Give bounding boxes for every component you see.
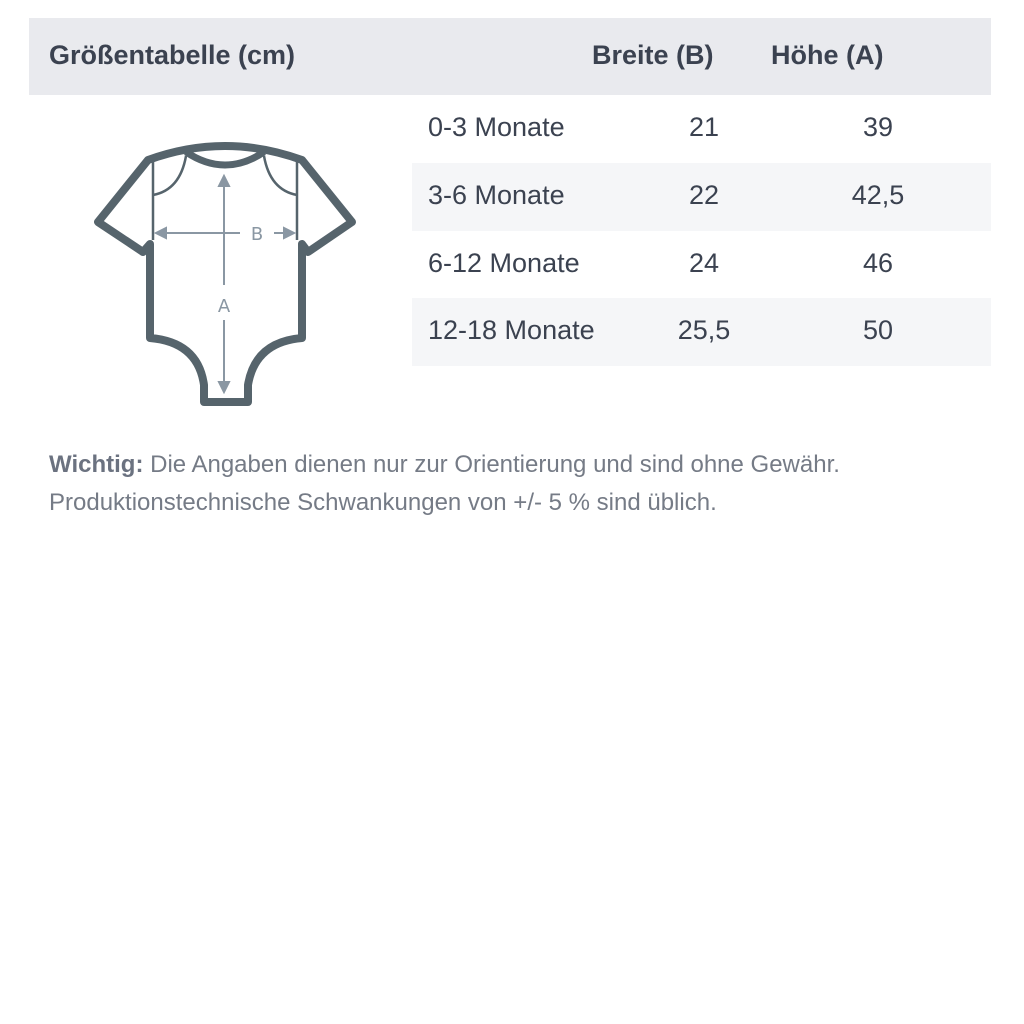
width-cell: 25,5 [677, 315, 731, 345]
table-header: Größentabelle (cm) Breite (B) Höhe (A) [29, 18, 991, 95]
width-cell: 24 [688, 248, 720, 278]
table-title: Größentabelle (cm) [49, 40, 296, 70]
table-row: 3-6 Monate 22 42,5 [412, 163, 991, 231]
label-a: A [218, 296, 231, 317]
label-b: B [251, 224, 263, 245]
table-row: 12-18 Monate 25,5 50 [412, 298, 991, 366]
disclaimer-note: Wichtig: Die Angaben dienen nur zur Orie… [49, 446, 840, 522]
size-cell: 6-12 Monate [428, 248, 580, 278]
height-cell: 39 [862, 112, 894, 142]
note-label: Wichtig: [49, 451, 144, 478]
column-header-height: Höhe (A) [771, 40, 884, 70]
size-cell: 3-6 Monate [428, 180, 565, 210]
column-header-width: Breite (B) [592, 40, 714, 70]
height-cell: 46 [862, 248, 894, 278]
note-line-2: Produktionstechnische Schwankungen von +… [49, 489, 717, 516]
height-cell: 50 [862, 315, 894, 345]
table-row: 6-12 Monate 24 46 [412, 231, 991, 299]
width-cell: 22 [688, 180, 720, 210]
baby-bodysuit-icon: B A [94, 142, 356, 406]
height-cell: 42,5 [851, 180, 905, 210]
width-cell: 21 [688, 112, 720, 142]
table-row: 0-3 Monate 21 39 [412, 95, 991, 163]
note-line-1: Die Angaben dienen nur zur Orientierung … [143, 451, 840, 478]
size-cell: 0-3 Monate [428, 112, 565, 142]
size-cell: 12-18 Monate [428, 315, 595, 345]
